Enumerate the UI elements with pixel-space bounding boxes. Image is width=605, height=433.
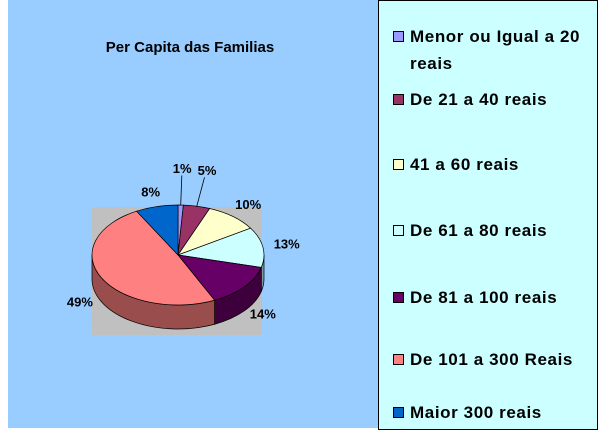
- legend-label: De 101 a 300 Reais: [410, 350, 573, 369]
- chart-title: Per Capita das Familias: [106, 39, 274, 56]
- leader-line: [180, 175, 183, 206]
- legend-label: De 21 a 40 reais: [410, 90, 548, 109]
- legend-label: De 81 a 100 reais: [410, 288, 558, 307]
- legend-label: De 61 a 80 reais: [410, 221, 548, 240]
- pie-slice: [91, 210, 216, 306]
- legend-swatch: [393, 159, 404, 170]
- legend-entry: Maior 300 reais: [393, 399, 593, 426]
- legend-entry: 41 a 60 reais: [393, 151, 593, 178]
- chart: Per Capita das Familias 1% 5% 10% 13% 14% 49%…: [8, 0, 378, 428]
- legend-entry: De 61 a 80 reais: [393, 217, 593, 244]
- data-label: 14%: [250, 306, 276, 321]
- legend-label: Menor ou Igual a 20 reais: [410, 27, 581, 73]
- legend-label: 41 a 60 reais: [410, 155, 519, 174]
- data-label: 10%: [235, 197, 261, 212]
- data-label: 13%: [274, 236, 300, 251]
- data-label: 5%: [198, 163, 217, 178]
- legend-entry: De 21 a 40 reais: [393, 86, 593, 113]
- data-label: 1%: [173, 161, 192, 176]
- leader-line: [196, 177, 205, 207]
- pie-slice: [177, 254, 262, 301]
- legend: Menor ou Igual a 20 reais De 21 a 40 reai…: [378, 0, 598, 430]
- legend-entry: De 101 a 300 Reais: [393, 346, 593, 373]
- legend-swatch: [393, 354, 404, 365]
- legend-swatch: [393, 94, 404, 105]
- legend-label: Maior 300 reais: [410, 403, 542, 422]
- pie-slice: [177, 227, 265, 268]
- data-label: 49%: [67, 295, 93, 310]
- legend-swatch: [393, 225, 404, 236]
- pie-slice: [135, 204, 179, 256]
- legend-entry: De 81 a 100 reais: [393, 284, 593, 311]
- legend-entry: Menor ou Igual a 20 reais: [393, 23, 593, 77]
- data-label: 8%: [141, 184, 160, 199]
- legend-swatch: [393, 407, 404, 418]
- legend-swatch: [393, 31, 404, 42]
- legend-swatch: [393, 292, 404, 303]
